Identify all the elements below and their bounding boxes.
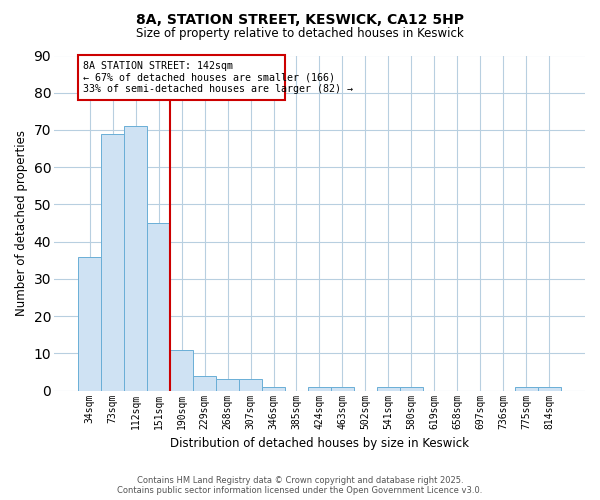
Bar <box>78 256 101 390</box>
Bar <box>147 223 170 390</box>
Bar <box>538 387 561 390</box>
Text: 8A STATION STREET: 142sqm
← 67% of detached houses are smaller (166)
33% of semi: 8A STATION STREET: 142sqm ← 67% of detac… <box>83 61 353 94</box>
Bar <box>377 387 400 390</box>
Bar <box>400 387 423 390</box>
Bar <box>262 387 285 390</box>
Text: Contains HM Land Registry data © Crown copyright and database right 2025.
Contai: Contains HM Land Registry data © Crown c… <box>118 476 482 495</box>
Bar <box>216 380 239 390</box>
Text: 8A, STATION STREET, KESWICK, CA12 5HP: 8A, STATION STREET, KESWICK, CA12 5HP <box>136 12 464 26</box>
Y-axis label: Number of detached properties: Number of detached properties <box>15 130 28 316</box>
Bar <box>193 376 216 390</box>
Bar <box>308 387 331 390</box>
Bar <box>170 350 193 391</box>
Bar <box>78 56 285 100</box>
X-axis label: Distribution of detached houses by size in Keswick: Distribution of detached houses by size … <box>170 437 469 450</box>
Bar <box>331 387 354 390</box>
Bar <box>124 126 147 390</box>
Bar <box>101 134 124 390</box>
Text: Size of property relative to detached houses in Keswick: Size of property relative to detached ho… <box>136 28 464 40</box>
Bar <box>515 387 538 390</box>
Bar <box>239 380 262 390</box>
